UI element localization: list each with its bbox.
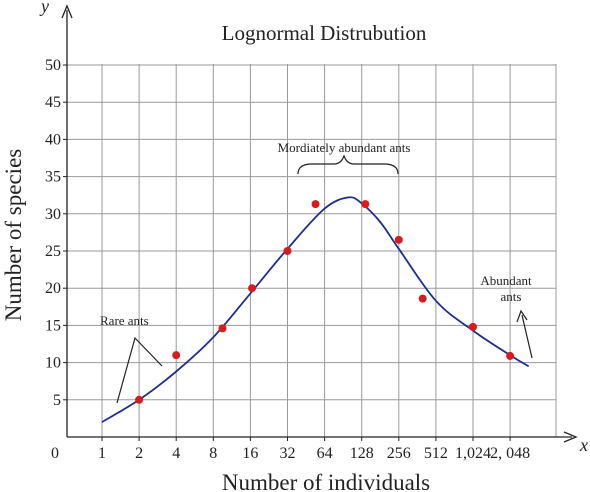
x-axis-letter: x [579, 435, 588, 455]
data-point [218, 324, 227, 333]
abundant-ants-label-line1: Abundant [480, 273, 532, 288]
rare-ants-pointer [116, 336, 163, 404]
abundant-ants-pointer [521, 314, 533, 359]
data-points [135, 200, 515, 404]
moderate-ants-label: Mordiately abundant ants [278, 140, 411, 155]
x-axis-arrow [563, 431, 578, 443]
abundant-ants-label-line2: ants [501, 289, 522, 304]
data-point [506, 351, 515, 360]
abundant-ants-annotation: Abundant ants [480, 273, 533, 359]
x-tick-label: 512 [424, 445, 448, 462]
rare-ants-label: Rare ants [100, 313, 149, 328]
data-point [311, 200, 320, 209]
data-point [361, 200, 370, 209]
y-tick-label: 10 [45, 355, 61, 372]
x-tick-label: 32 [280, 445, 296, 462]
x-tick-label: 256 [387, 445, 411, 462]
y-tick-label: 25 [45, 243, 61, 260]
y-tick-label: 35 [45, 169, 61, 186]
data-point [469, 322, 477, 331]
origin-label: 0 [51, 445, 59, 462]
x-tick-label: 16 [242, 445, 258, 462]
y-axis-label: Number of species [1, 149, 26, 321]
grid [67, 64, 557, 437]
y-axis-letter: y [39, 0, 49, 16]
chart-title: Lognormal Distrubution [222, 21, 427, 45]
tick-labels: 1 2 4 8 16 32 64 128 256 512 1,024 2, 048 5 10 15 20 25 3… [45, 57, 530, 462]
data-point [248, 284, 257, 293]
x-tick-label: 2 [135, 445, 143, 462]
x-tick-label: 2, 048 [490, 445, 530, 462]
x-tick-label: 1,024 [455, 445, 491, 462]
data-point [172, 351, 181, 360]
axes [61, 4, 578, 443]
x-tick-label: 8 [209, 445, 217, 462]
x-tick-label: 64 [317, 445, 333, 462]
y-tick-label: 5 [53, 392, 61, 409]
y-tick-label: 15 [45, 317, 61, 334]
x-tick-label: 128 [350, 445, 374, 462]
rare-ants-annotation: Rare ants [100, 313, 163, 404]
y-tick-label: 45 [45, 94, 61, 111]
y-tick-label: 40 [45, 131, 61, 148]
y-axis-arrow [61, 4, 73, 19]
moderate-ants-annotation: Mordiately abundant ants [278, 140, 411, 175]
moderate-ants-brace [297, 154, 399, 175]
data-point [135, 395, 144, 404]
abundant-ants-arrowhead [516, 309, 528, 323]
y-tick-label: 50 [45, 57, 61, 74]
data-point [418, 294, 427, 303]
data-point [283, 247, 292, 255]
x-tick-label: 4 [172, 445, 180, 462]
x-axis-label: Number of individuals [222, 470, 430, 492]
lognormal-curve [101, 196, 530, 423]
data-point [394, 235, 403, 244]
y-tick-label: 20 [45, 280, 61, 297]
x-tick-label: 1 [98, 445, 106, 462]
y-tick-label: 30 [45, 206, 61, 223]
